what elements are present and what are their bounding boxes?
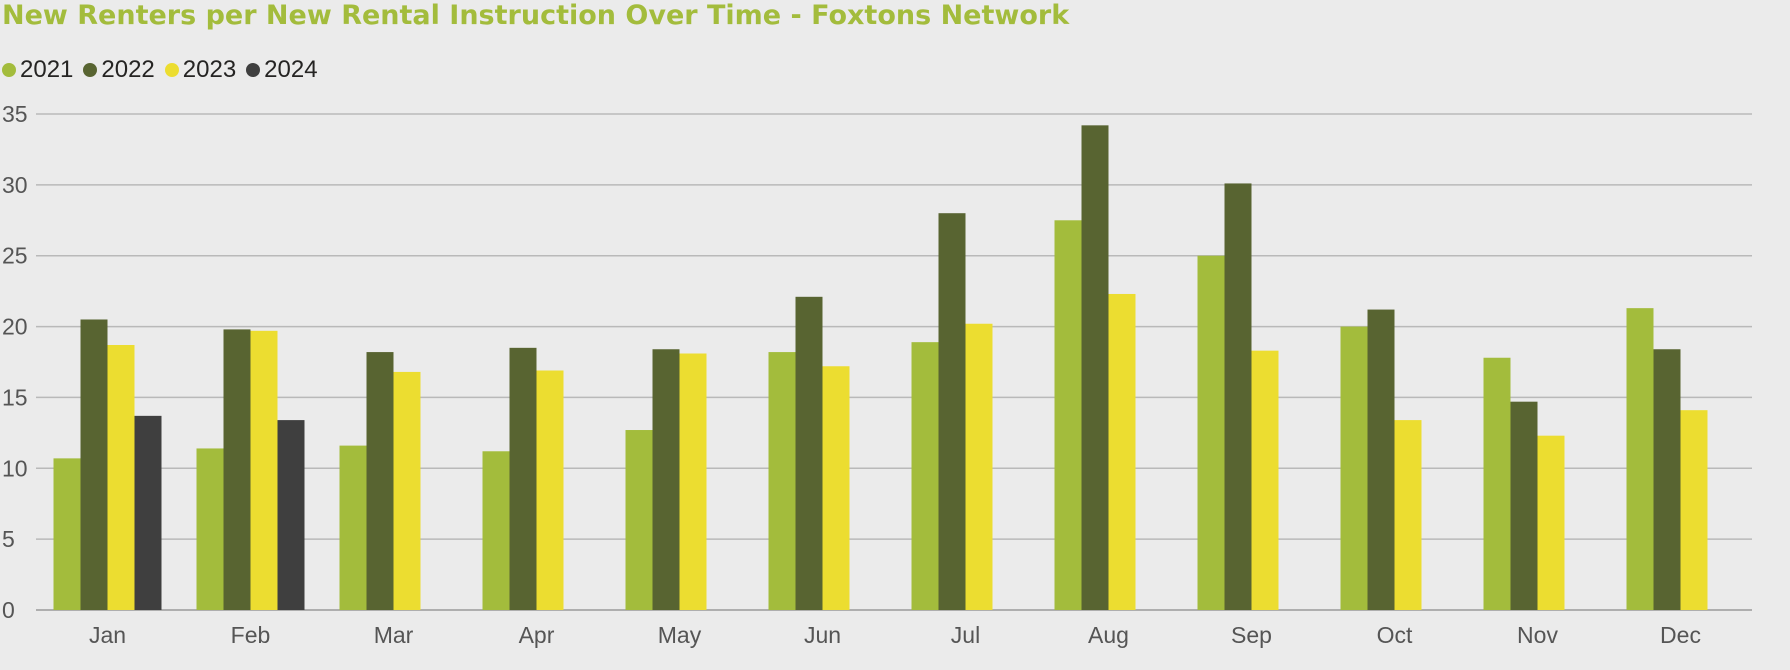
bar-2022-Aug xyxy=(1081,125,1109,610)
x-tick-label: Dec xyxy=(1660,622,1701,648)
x-tick-label: Jun xyxy=(804,622,841,648)
bar-2023-Nov xyxy=(1537,435,1565,610)
bar-2023-Jun xyxy=(822,366,850,610)
y-tick-label: 10 xyxy=(2,455,28,481)
bar-2023-Dec xyxy=(1680,410,1708,610)
bar-2021-Sep xyxy=(1197,255,1225,610)
x-tick-label: Aug xyxy=(1088,622,1129,648)
bar-2023-Apr xyxy=(536,370,564,610)
y-axis-ticks: 0 5 10 15 20 25 30 35 xyxy=(2,101,28,623)
legend-marker xyxy=(83,63,98,77)
y-tick-label: 15 xyxy=(2,384,28,410)
grid-lines xyxy=(36,113,1752,611)
chart-title: New Renters per New Rental Instruction O… xyxy=(2,0,1070,31)
x-tick-label: Oct xyxy=(1377,622,1413,648)
bar-2021-Oct xyxy=(1340,326,1368,610)
x-tick-label: Jul xyxy=(951,622,980,648)
bar-2023-Sep xyxy=(1251,350,1279,610)
x-tick-label: Apr xyxy=(519,622,555,648)
bar-2022-Apr xyxy=(509,347,537,610)
bar-2022-Jun xyxy=(795,296,823,610)
y-tick-label: 25 xyxy=(2,243,28,269)
legend-item-2023: 2023 xyxy=(164,56,237,84)
bar-2022-Jan xyxy=(80,319,108,610)
bar-2021-Apr xyxy=(482,451,510,610)
x-tick-label: Feb xyxy=(231,622,271,648)
bars xyxy=(53,125,1708,611)
legend-label: 2021 xyxy=(20,56,74,83)
legend-marker xyxy=(164,63,179,77)
bar-2021-Jul xyxy=(911,342,939,610)
bar-2023-Oct xyxy=(1394,420,1422,610)
bar-2023-Feb xyxy=(250,330,278,610)
bar-2022-Feb xyxy=(223,329,251,610)
y-tick-label: 35 xyxy=(2,101,28,127)
legend-item-2021: 2021 xyxy=(2,56,73,84)
bar-2022-Oct xyxy=(1367,309,1395,610)
bar-2022-Dec xyxy=(1653,349,1681,610)
legend-label: 2024 xyxy=(264,56,318,83)
legend-label: 2022 xyxy=(101,56,155,83)
bar-2022-May xyxy=(652,349,680,610)
legend-marker xyxy=(2,63,16,77)
y-tick-label: 30 xyxy=(2,172,28,198)
x-axis-ticks: Jan Feb Mar Apr May Jun Jul Aug Sep Oct Nov Dec xyxy=(89,622,1701,648)
y-tick-label: 20 xyxy=(2,314,28,340)
legend-item-2022: 2022 xyxy=(83,56,155,84)
bar-2023-Mar xyxy=(393,371,421,610)
x-tick-label: Jan xyxy=(89,622,126,648)
bar-2021-Nov xyxy=(1483,357,1511,610)
bar-2021-Feb xyxy=(196,448,224,610)
bar-2021-Jun xyxy=(768,352,796,610)
bar-2022-Jul xyxy=(938,213,966,610)
legend-label: 2023 xyxy=(182,56,237,83)
bar-2023-May xyxy=(679,353,707,610)
bar-2021-Jan xyxy=(53,458,81,610)
x-tick-label: Nov xyxy=(1517,622,1558,648)
x-tick-label: Sep xyxy=(1231,622,1272,648)
bar-2023-Jan xyxy=(107,344,135,610)
bar-2022-Mar xyxy=(366,352,394,610)
y-tick-label: 0 xyxy=(2,597,15,623)
y-tick-label: 5 xyxy=(2,526,15,552)
bar-2021-Dec xyxy=(1626,308,1654,610)
x-tick-label: Mar xyxy=(374,622,414,648)
bar-2023-Aug xyxy=(1108,293,1136,610)
bar-2022-Nov xyxy=(1510,401,1538,610)
legend-marker xyxy=(246,63,261,77)
bar-2023-Jul xyxy=(965,323,993,610)
bar-2024-Jan xyxy=(134,415,162,610)
bar-2021-Aug xyxy=(1054,220,1082,611)
bar-2022-Sep xyxy=(1224,183,1252,610)
x-tick-label: May xyxy=(658,622,702,648)
legend-item-2024: 2024 xyxy=(246,56,318,84)
bar-2024-Feb xyxy=(277,420,305,610)
bar-2021-Mar xyxy=(339,445,367,610)
bar-2021-May xyxy=(625,430,653,610)
chart-legend: 2021 2022 2023 2024 xyxy=(2,56,328,84)
